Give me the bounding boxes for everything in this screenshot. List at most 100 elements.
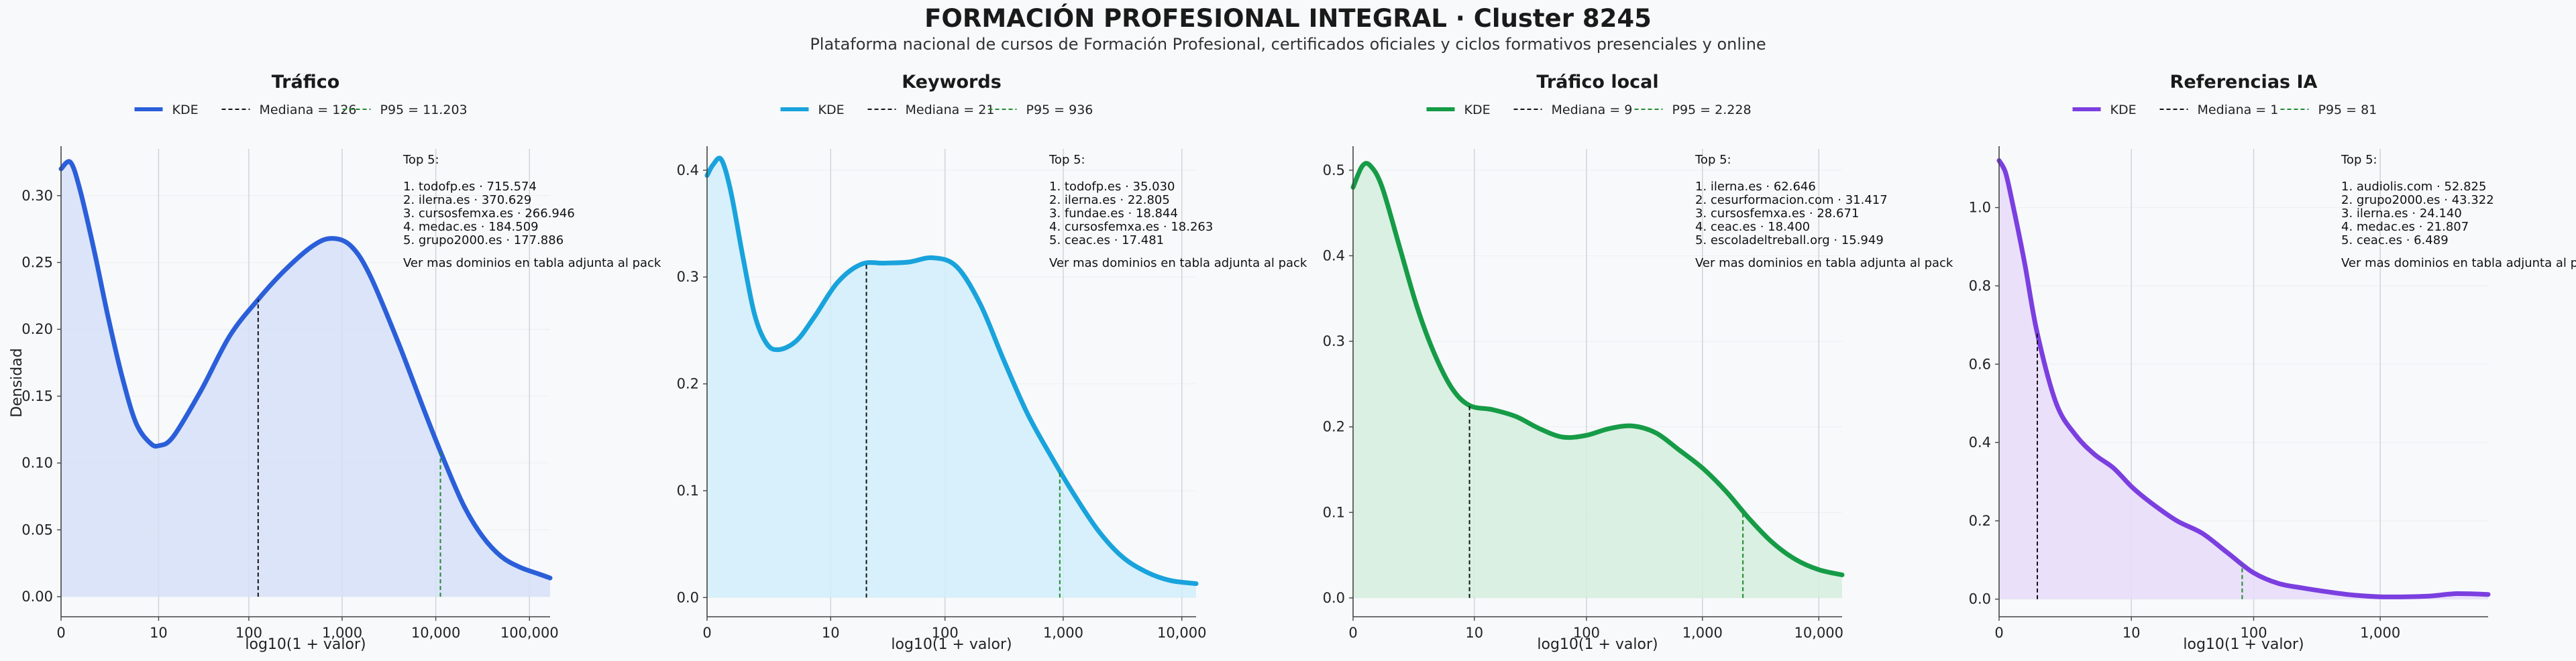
top5-item: 5. ceac.es · 6.489 <box>2341 233 2449 247</box>
y-tick-label: 0.2 <box>677 376 699 392</box>
top5-item: 2. grupo2000.es · 43.322 <box>2341 193 2494 207</box>
top5-note: Ver mas dominios en tabla adjunta al pac… <box>2341 256 2576 270</box>
legend-kde-label: KDE <box>818 103 845 117</box>
chart-panel-3: Tráfico local KDE Mediana = 9 P95 = 2.228 0.… <box>1323 72 1953 653</box>
kde-curve <box>1996 158 2491 599</box>
top5-item: 4. medac.es · 184.509 <box>403 220 539 234</box>
top5-item: 1. ilerna.es · 62.646 <box>1695 180 1816 194</box>
x-tick-label: 100 <box>235 625 262 641</box>
y-tick-label: 0.05 <box>21 522 53 538</box>
y-tick-label: 0.0 <box>1323 590 1345 606</box>
top5-heading: Top 5: <box>402 153 439 167</box>
x-tick-label: 10 <box>1465 625 1483 641</box>
x-axis-label: log10(1 + valor) <box>245 636 366 653</box>
legend: KDE Mediana = 21 P95 = 936 <box>780 103 1093 117</box>
kde-curve <box>1350 161 1845 577</box>
x-tick-label: 100 <box>1573 625 1600 641</box>
x-tick-label: 0 <box>702 625 711 641</box>
figure-title: FORMACIÓN PROFESIONAL INTEGRAL · Cluster… <box>924 4 1652 33</box>
top5-note: Ver mas dominios en tabla adjunta al pac… <box>1695 256 1953 270</box>
x-tick-label: 10,000 <box>411 625 460 641</box>
top5-item: 3. cursosfemxa.es · 28.671 <box>1695 206 1859 221</box>
y-tick-label: 0.25 <box>21 255 53 271</box>
y-tick-label: 0.4 <box>1969 434 1991 450</box>
y-tick-label: 0.10 <box>21 455 53 471</box>
y-tick-label: 0.3 <box>677 269 699 285</box>
x-tick-label: 1,000 <box>2360 625 2400 641</box>
top5-item: 2. cesurformacion.com · 31.417 <box>1695 193 1888 207</box>
x-tick-label: 1,000 <box>322 625 362 641</box>
kde-curve <box>704 156 1199 587</box>
legend-p95-label: P95 = 81 <box>2318 103 2377 117</box>
legend-kde-label: KDE <box>172 103 199 117</box>
x-axis-label: log10(1 + valor) <box>2183 636 2304 653</box>
x-axis-label: log10(1 + valor) <box>891 636 1012 653</box>
top5-item: 3. fundae.es · 18.844 <box>1049 206 1178 221</box>
top5-item: 3. ilerna.es · 24.140 <box>2341 206 2462 221</box>
legend-p95-label: P95 = 2.228 <box>1672 103 1752 117</box>
x-tick-label: 10 <box>2123 625 2141 641</box>
kde-area <box>1999 160 2488 599</box>
y-axis-label: Densidad <box>9 348 25 417</box>
y-tick-label: 0.4 <box>1323 248 1345 264</box>
legend: KDE Mediana = 1 P95 = 81 <box>2072 103 2377 117</box>
x-tick-label: 1,000 <box>1043 625 1083 641</box>
x-tick-label: 0 <box>1348 625 1357 641</box>
top5-item: 2. ilerna.es · 22.805 <box>1049 193 1170 207</box>
legend: KDE Mediana = 9 P95 = 2.228 <box>1426 103 1752 117</box>
figure-subtitle: Plataforma nacional de cursos de Formaci… <box>810 35 1766 54</box>
x-tick-label: 10 <box>822 625 840 641</box>
y-tick-label: 0.0 <box>1969 591 1991 607</box>
top5-item: 4. medac.es · 21.807 <box>2341 220 2469 234</box>
y-tick-label: 0.1 <box>1323 504 1345 520</box>
x-axis-label: log10(1 + valor) <box>1537 636 1658 653</box>
top5-item: 1. todofp.es · 35.030 <box>1049 180 1175 194</box>
y-tick-label: 0.5 <box>1323 162 1345 178</box>
top5-item: 5. ceac.es · 17.481 <box>1049 233 1164 247</box>
x-tick-label: 10,000 <box>1794 625 1843 641</box>
top5-item: 4. cursosfemxa.es · 18.263 <box>1049 220 1213 234</box>
panel-title: Tráfico <box>272 72 340 93</box>
y-tick-label: 0.2 <box>1323 419 1345 435</box>
x-tick-label: 0 <box>1994 625 2003 641</box>
y-tick-label: 0.3 <box>1323 333 1345 349</box>
y-tick-label: 0.30 <box>21 188 53 204</box>
chart-panel-2: Keywords KDE Mediana = 21 P95 = 936 0.0 0.1 0.… <box>677 72 1307 653</box>
top5-item: 5. escoladeltreball.org · 15.949 <box>1695 233 1884 247</box>
y-tick-label: 0.2 <box>1969 513 1991 529</box>
y-tick-label: 0.8 <box>1969 278 1991 294</box>
top5-note: Ver mas dominios en tabla adjunta al pac… <box>1049 256 1307 270</box>
kde-area <box>1353 166 1842 598</box>
x-tick-label: 100 <box>2240 625 2267 641</box>
panel-title: Tráfico local <box>1536 72 1658 93</box>
chart-panel-1: Tráfico KDE Mediana = 126 P95 = 11.203 0.00 0… <box>21 72 661 653</box>
top5-note: Ver mas dominios en tabla adjunta al pac… <box>403 256 661 270</box>
legend: KDE Mediana = 126 P95 = 11.203 <box>134 103 468 117</box>
y-tick-label: 0.1 <box>677 483 699 499</box>
x-tick-label: 10,000 <box>1157 625 1206 641</box>
legend-p95-label: P95 = 936 <box>1026 103 1093 117</box>
panel-title: Referencias IA <box>2170 72 2318 93</box>
top5-item: 1. audiolis.com · 52.825 <box>2341 180 2486 194</box>
kde-area <box>61 162 550 597</box>
y-tick-label: 0.20 <box>21 321 53 337</box>
legend-median-label: Mediana = 21 <box>906 103 995 117</box>
top5-item: 3. cursosfemxa.es · 266.946 <box>403 206 575 221</box>
panel-title: Keywords <box>902 72 1002 93</box>
y-tick-label: 0.4 <box>677 162 699 178</box>
x-tick-label: 1,000 <box>1682 625 1723 641</box>
y-tick-label: 1.0 <box>1969 200 1991 216</box>
top5-heading: Top 5: <box>1049 153 1085 167</box>
x-tick-label: 100 <box>932 625 959 641</box>
top5-item: 5. grupo2000.es · 177.886 <box>403 233 564 247</box>
y-tick-label: 0.6 <box>1969 356 1991 372</box>
x-tick-label: 100,000 <box>500 625 559 641</box>
y-tick-label: 0.00 <box>21 589 53 605</box>
legend-median-label: Mediana = 1 <box>2198 103 2279 117</box>
legend-p95-label: P95 = 11.203 <box>380 103 468 117</box>
kde-curve <box>58 159 553 581</box>
legend-kde-label: KDE <box>2110 103 2137 117</box>
top5-item: 1. todofp.es · 715.574 <box>403 180 537 194</box>
